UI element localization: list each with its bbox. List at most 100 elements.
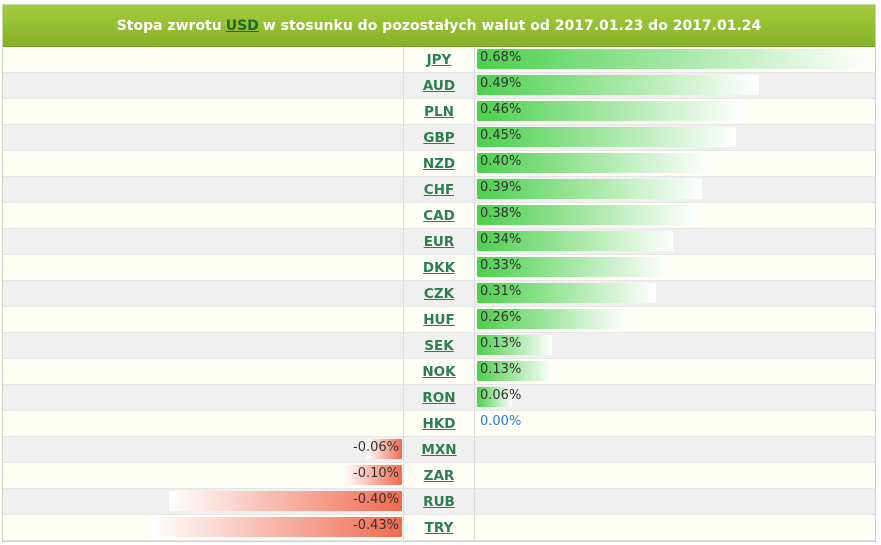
currency-row-mxn: -0.06% MXN <box>3 437 875 463</box>
currency-link[interactable]: HKD <box>422 415 456 432</box>
currency-link[interactable]: TRY <box>424 519 454 536</box>
currency-return-widget: Stopa zwrotu USD w stosunku do pozostały… <box>2 4 876 542</box>
currency-cell: TRY <box>404 515 475 540</box>
positive-bar-cell: 0.33% <box>475 255 875 280</box>
currency-cell: ZAR <box>404 463 475 488</box>
currency-row-jpy: JPY 0.68% <box>3 47 875 73</box>
currency-link[interactable]: SEK <box>424 337 454 354</box>
currency-row-zar: -0.10% ZAR <box>3 463 875 489</box>
currency-row-nok: NOK 0.13% <box>3 359 875 385</box>
negative-bar-cell: -0.43% <box>3 515 404 540</box>
negative-bar-cell <box>3 255 404 280</box>
positive-bar-cell: 0.40% <box>475 151 875 176</box>
negative-bar-cell: -0.10% <box>3 463 404 488</box>
currency-row-cad: CAD 0.38% <box>3 203 875 229</box>
positive-bar <box>477 335 552 355</box>
currency-link[interactable]: ZAR <box>423 467 455 484</box>
value-label: 0.00% <box>480 414 522 429</box>
currency-cell: CAD <box>404 203 475 228</box>
currency-row-czk: CZK 0.31% <box>3 281 875 307</box>
negative-bar-cell <box>3 47 404 72</box>
currency-link[interactable]: AUD <box>422 77 456 94</box>
currency-link[interactable]: NOK <box>422 363 456 380</box>
positive-bar-cell: 0.26% <box>475 307 875 332</box>
currency-row-aud: AUD 0.49% <box>3 73 875 99</box>
currency-cell: HUF <box>404 307 475 332</box>
negative-bar-cell <box>3 385 404 410</box>
positive-bar-cell: 0.49% <box>475 73 875 98</box>
negative-bar <box>169 491 402 511</box>
positive-bar-cell: 0.13% <box>475 333 875 358</box>
header-prefix: Stopa zwrotu <box>116 17 222 34</box>
currency-row-huf: HUF 0.26% <box>3 307 875 333</box>
value-label: 0.13% <box>480 336 522 351</box>
currency-rows: JPY 0.68% AUD 0.49% PLN 0.46% GBP 0.45% NZD 0.40%… <box>3 47 875 541</box>
currency-cell: JPY <box>404 47 475 72</box>
currency-cell: NZD <box>404 151 475 176</box>
currency-row-ron: RON 0.06% <box>3 385 875 411</box>
negative-bar-cell <box>3 281 404 306</box>
currency-row-chf: CHF 0.39% <box>3 177 875 203</box>
currency-link[interactable]: RON <box>422 389 456 406</box>
negative-bar-cell <box>3 307 404 332</box>
currency-link[interactable]: CHF <box>423 181 455 198</box>
negative-bar-cell <box>3 359 404 384</box>
currency-row-hkd: HKD 0.00% <box>3 411 875 437</box>
currency-link[interactable]: DKK <box>422 259 456 276</box>
currency-cell: EUR <box>404 229 475 254</box>
value-label: 0.40% <box>480 154 522 169</box>
currency-row-gbp: GBP 0.45% <box>3 125 875 151</box>
positive-bar-cell: 0.13% <box>475 359 875 384</box>
positive-bar <box>477 283 656 303</box>
positive-bar <box>477 101 743 121</box>
positive-bar <box>477 75 760 95</box>
currency-link[interactable]: JPY <box>426 51 452 68</box>
negative-bar-cell <box>3 125 404 150</box>
currency-row-sek: SEK 0.13% <box>3 333 875 359</box>
positive-bar-cell <box>475 437 875 462</box>
negative-bar-cell <box>3 203 404 228</box>
base-currency-link[interactable]: USD <box>225 17 259 34</box>
value-label: 0.38% <box>480 206 522 221</box>
negative-bar-cell: -0.06% <box>3 437 404 462</box>
negative-bar-cell <box>3 229 404 254</box>
negative-bar-cell: -0.40% <box>3 489 404 514</box>
positive-bar <box>477 309 627 329</box>
negative-bar <box>343 465 402 485</box>
currency-cell: RUB <box>404 489 475 514</box>
positive-bar-cell: 0.31% <box>475 281 875 306</box>
positive-bar <box>477 257 668 277</box>
negative-bar-cell <box>3 411 404 436</box>
positive-bar-cell: 0.39% <box>475 177 875 202</box>
negative-bar <box>367 439 402 459</box>
value-label: 0.26% <box>480 310 522 325</box>
currency-cell: PLN <box>404 99 475 124</box>
currency-link[interactable]: CZK <box>423 285 455 302</box>
currency-link[interactable]: CAD <box>423 207 455 224</box>
positive-bar <box>477 153 708 173</box>
currency-link[interactable]: EUR <box>423 233 455 250</box>
negative-bar <box>152 517 402 537</box>
currency-link[interactable]: PLN <box>424 103 454 120</box>
value-label: -0.10% <box>353 466 399 481</box>
value-label: 0.68% <box>480 50 522 65</box>
currency-row-nzd: NZD 0.40% <box>3 151 875 177</box>
positive-bar-cell: 0.46% <box>475 99 875 124</box>
currency-cell: GBP <box>404 125 475 150</box>
value-label: 0.39% <box>480 180 522 195</box>
positive-bar <box>477 231 673 251</box>
value-label: 0.49% <box>480 76 522 91</box>
positive-bar <box>477 49 869 69</box>
currency-row-rub: -0.40% RUB <box>3 489 875 515</box>
currency-link[interactable]: RUB <box>423 493 455 510</box>
positive-bar-cell <box>475 489 875 514</box>
currency-link[interactable]: GBP <box>423 129 455 146</box>
currency-row-try: -0.43% TRY <box>3 515 875 541</box>
currency-link[interactable]: MXN <box>421 441 457 458</box>
positive-bar <box>477 127 737 147</box>
value-label: 0.06% <box>480 388 522 403</box>
currency-cell: AUD <box>404 73 475 98</box>
currency-link[interactable]: NZD <box>422 155 456 172</box>
currency-link[interactable]: HUF <box>423 311 455 328</box>
positive-bar <box>477 205 697 225</box>
